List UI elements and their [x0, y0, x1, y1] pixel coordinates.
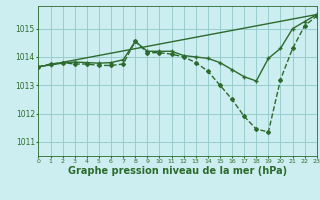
X-axis label: Graphe pression niveau de la mer (hPa): Graphe pression niveau de la mer (hPa) [68, 166, 287, 176]
